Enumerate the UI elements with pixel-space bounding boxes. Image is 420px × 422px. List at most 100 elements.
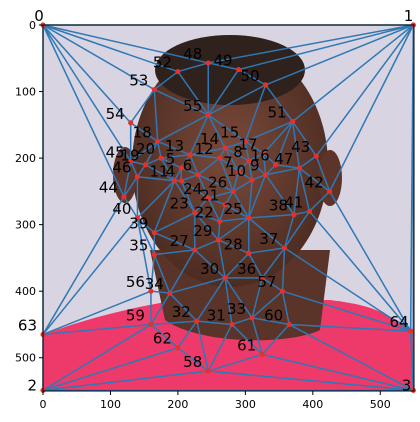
- landmark-label: 24: [183, 180, 202, 198]
- landmark-label: 42: [305, 173, 324, 191]
- landmark-point: [196, 172, 201, 177]
- landmark-label: 54: [106, 105, 125, 123]
- landmark-point: [408, 329, 413, 334]
- landmark-label: 60: [264, 306, 283, 324]
- landmark-label: 34: [145, 275, 164, 293]
- landmark-label: 40: [112, 200, 131, 218]
- landmark-label: 18: [133, 123, 152, 141]
- landmark-point: [287, 322, 292, 327]
- landmark-label: 49: [214, 52, 233, 70]
- landmark-label: 28: [224, 235, 243, 253]
- landmark-label: 46: [112, 159, 131, 177]
- landmark-label: 36: [237, 260, 256, 278]
- landmark-point: [148, 322, 153, 327]
- landmark-label: 35: [129, 237, 148, 255]
- landmark-label: 52: [153, 54, 172, 72]
- landmark-label: 62: [153, 330, 172, 348]
- landmark-point: [216, 237, 221, 242]
- landmark-label: 33: [227, 300, 246, 318]
- landmark-point: [158, 155, 163, 160]
- landmark-label: 25: [224, 200, 243, 218]
- landmark-label: 32: [172, 303, 191, 321]
- landmark-label: 17: [238, 135, 257, 153]
- y-tick-label: 100: [15, 86, 36, 99]
- landmark-point: [167, 291, 172, 296]
- landmark-point: [223, 146, 228, 151]
- landmark-point: [250, 315, 255, 320]
- landmark-point: [217, 219, 222, 224]
- landmark-point: [175, 69, 180, 74]
- landmark-label: 3: [402, 376, 412, 394]
- landmark-point: [314, 153, 319, 158]
- landmark-label: 11: [149, 163, 168, 181]
- landmark-point: [246, 251, 251, 256]
- landmark-point: [152, 252, 157, 257]
- landmark-label: 1: [404, 7, 414, 25]
- landmark-label: 55: [183, 97, 202, 115]
- landmark-point: [263, 172, 268, 177]
- landmark-label: 58: [183, 353, 202, 371]
- landmark-point: [206, 60, 211, 65]
- landmark-label: 53: [129, 72, 148, 90]
- landmark-label: 15: [220, 123, 239, 141]
- landmark-label: 26: [208, 173, 227, 191]
- x-axis-ticks: 0 100 200 300 400 500: [40, 391, 391, 411]
- landmark-label: 51: [267, 103, 286, 121]
- landmark-label: 61: [237, 336, 256, 354]
- landmark-point: [229, 322, 234, 327]
- landmark-point: [291, 212, 296, 217]
- landmark-label: 2: [27, 376, 37, 394]
- landmark-point: [223, 275, 228, 280]
- landmark-point: [206, 368, 211, 373]
- landmark-point: [307, 209, 312, 214]
- landmark-label: 47: [274, 150, 293, 168]
- landmark-point: [231, 189, 236, 194]
- landmark-label: 50: [241, 67, 260, 85]
- landmark-label: 37: [259, 230, 278, 248]
- landmark-point: [217, 155, 222, 160]
- x-tick-label: 300: [235, 398, 256, 411]
- y-tick-label: 200: [15, 152, 36, 165]
- landmark-label: 14: [200, 130, 219, 148]
- x-tick-label: 500: [370, 398, 391, 411]
- landmark-point: [263, 82, 268, 87]
- y-tick-label: 300: [15, 219, 36, 232]
- landmark-label: 64: [390, 313, 409, 331]
- landmark-point: [155, 139, 160, 144]
- landmark-point: [135, 174, 140, 179]
- x-tick-label: 0: [40, 398, 47, 411]
- landmark-label: 59: [126, 306, 145, 324]
- landmark-label: 27: [170, 232, 189, 250]
- landmark-label: 10: [227, 162, 246, 180]
- landmark-point: [194, 319, 199, 324]
- landmark-label: 30: [200, 260, 219, 278]
- y-tick-label: 0: [29, 19, 36, 32]
- landmark-label: 41: [284, 193, 303, 211]
- landmark-label: 56: [126, 273, 145, 291]
- x-tick-label: 400: [302, 398, 323, 411]
- landmark-point: [121, 194, 126, 199]
- x-tick-label: 100: [100, 398, 121, 411]
- landmark-label: 39: [129, 215, 148, 233]
- landmark-point: [175, 345, 180, 350]
- landmark-label: 29: [193, 222, 212, 240]
- landmark-point: [246, 215, 251, 220]
- y-axis-ticks: 0 100 200 300 400 500: [15, 19, 43, 365]
- landmark-point: [280, 289, 285, 294]
- landmark-point: [152, 87, 157, 92]
- landmark-point: [260, 352, 265, 357]
- landmark-label: 22: [195, 203, 214, 221]
- landmark-label: 6: [183, 157, 193, 175]
- landmark-point: [206, 112, 211, 117]
- landmark-label: 13: [165, 137, 184, 155]
- landmark-point: [411, 388, 416, 393]
- landmark-label: 57: [257, 273, 276, 291]
- landmark-point: [143, 162, 148, 167]
- y-tick-label: 400: [15, 285, 36, 298]
- landmark-point: [192, 247, 197, 252]
- landmark-point: [327, 189, 332, 194]
- y-tick-label: 500: [15, 352, 36, 365]
- landmark-label: 63: [18, 316, 37, 334]
- landmark-point: [290, 119, 295, 124]
